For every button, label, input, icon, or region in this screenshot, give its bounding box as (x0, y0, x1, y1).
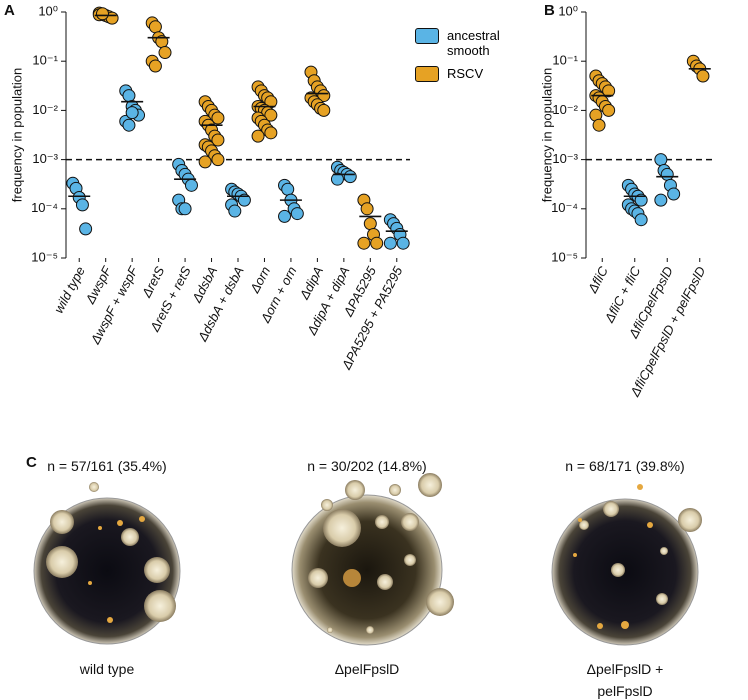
plate-count: n = 57/161 (35.4%) (47, 458, 167, 474)
data-point (602, 84, 616, 98)
data-point (370, 236, 384, 250)
data-point (198, 155, 212, 169)
data-point (148, 20, 162, 34)
legend-swatch (415, 28, 439, 44)
y-tick-label: 10⁻⁴ (31, 200, 58, 215)
plate-caption: ΔpelFpslD (334, 661, 400, 677)
data-point (251, 129, 265, 143)
y-axis-label: frequency in population (539, 68, 554, 202)
data-point (95, 7, 109, 21)
data-point (330, 172, 344, 186)
legend-item: ancestral smooth (415, 28, 535, 58)
data-point (317, 89, 331, 103)
data-point (290, 207, 304, 221)
plate-caption: wild type (79, 661, 135, 677)
data-point (317, 103, 331, 117)
data-point (654, 153, 668, 167)
data-point (264, 108, 278, 122)
data-point (634, 193, 648, 207)
legend-label: ancestral smooth (447, 28, 500, 58)
data-point (343, 170, 357, 184)
y-tick-label: 10⁰ (38, 3, 58, 18)
panel-label: B (544, 2, 555, 19)
data-point (357, 236, 371, 250)
x-tick-label: Δorn (247, 264, 274, 296)
plate-count: n = 30/202 (14.8%) (307, 458, 427, 474)
data-point (602, 103, 616, 117)
y-axis-label: frequency in population (9, 68, 24, 202)
data-point (654, 193, 668, 207)
data-point (696, 69, 710, 83)
y-tick-label: 10⁻³ (32, 151, 58, 166)
data-point (360, 202, 374, 216)
data-point (79, 222, 93, 236)
legend-label: RSCV (447, 66, 484, 81)
data-point (122, 118, 136, 132)
data-point (211, 111, 225, 125)
y-tick-label: 10⁻⁴ (551, 200, 578, 215)
data-point (148, 59, 162, 73)
plate-count: n = 68/171 (39.8%) (565, 458, 685, 474)
y-tick-label: 10⁻¹ (32, 53, 58, 68)
data-point (278, 209, 292, 223)
data-point (158, 46, 172, 60)
data-point (383, 236, 397, 250)
panel-label: C (26, 454, 37, 471)
y-tick-label: 10⁻¹ (552, 53, 578, 68)
data-point (592, 118, 606, 132)
data-point (122, 89, 136, 103)
panel-label: A (4, 2, 15, 19)
y-tick-label: 10⁻⁵ (31, 249, 58, 264)
data-point (667, 187, 681, 201)
data-point (211, 153, 225, 167)
plate-caption: ΔpelFpslD + pelFpslD (586, 661, 664, 699)
data-point (264, 126, 278, 140)
data-point (178, 202, 192, 216)
y-tick-label: 10⁻² (552, 102, 578, 117)
legend-swatch (415, 66, 439, 82)
y-tick-label: 10⁻⁵ (551, 249, 578, 264)
legend-item: RSCV (415, 66, 535, 82)
data-point (125, 106, 139, 120)
plate-photo-1 (33, 482, 181, 645)
data-point (660, 167, 674, 181)
y-tick-label: 10⁰ (558, 3, 578, 18)
data-point (281, 182, 295, 196)
x-tick-label: ΔfliC (584, 263, 611, 296)
data-point (211, 133, 225, 147)
data-point (237, 193, 251, 207)
x-tick-label: wild type (51, 264, 88, 316)
data-point (228, 204, 242, 218)
data-point (363, 217, 377, 231)
data-point (396, 236, 410, 250)
plate-photo-3 (551, 484, 702, 646)
data-point (75, 198, 89, 212)
y-tick-label: 10⁻³ (552, 151, 578, 166)
data-point (184, 178, 198, 192)
plate-photo-2 (291, 473, 454, 646)
y-tick-label: 10⁻² (32, 102, 58, 117)
data-point (634, 213, 648, 227)
